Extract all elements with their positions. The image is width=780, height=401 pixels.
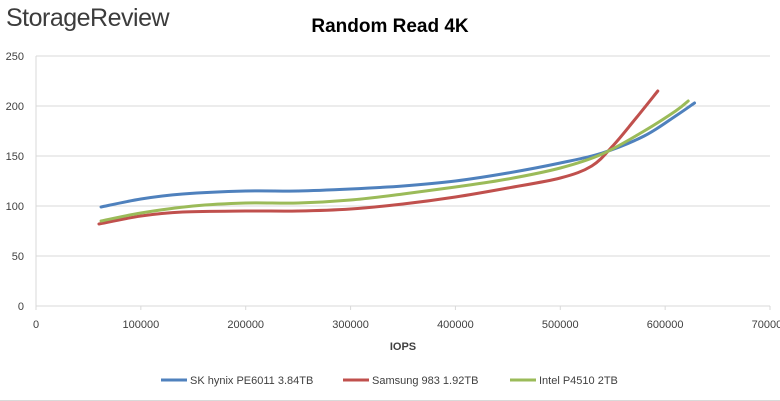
x-tick-label: 200000	[227, 319, 264, 331]
x-tick-label: 400000	[437, 319, 474, 331]
y-tick-label: 150	[6, 151, 24, 163]
y-tick-label: 250	[6, 51, 24, 63]
legend-label-2: Samsung 983 1.92TB	[372, 375, 478, 387]
x-tick-label: 500000	[542, 319, 579, 331]
legend-label-3: Intel P4510 2TB	[539, 375, 618, 387]
series-line-2	[97, 89, 660, 226]
chart-title: Random Read 4K	[311, 16, 469, 37]
x-axis-title: IOPS	[390, 341, 416, 353]
x-tick-label: 600000	[647, 319, 684, 331]
x-tick-label: 0	[33, 319, 39, 331]
x-tick-label: 100000	[122, 319, 159, 331]
y-tick-label: 200	[6, 101, 24, 113]
y-tick-label: 100	[6, 201, 24, 213]
y-tick-label: 50	[12, 251, 24, 263]
x-tick-label: 300000	[332, 319, 369, 331]
y-tick-label: 0	[18, 301, 24, 313]
legend-label-1: SK hynix PE6011 3.84TB	[190, 375, 313, 387]
series-line-1	[99, 101, 697, 209]
x-tick-label: 700000	[752, 319, 780, 331]
storagereview-logo: StorageReview	[6, 4, 170, 32]
series-line-3	[99, 99, 690, 223]
